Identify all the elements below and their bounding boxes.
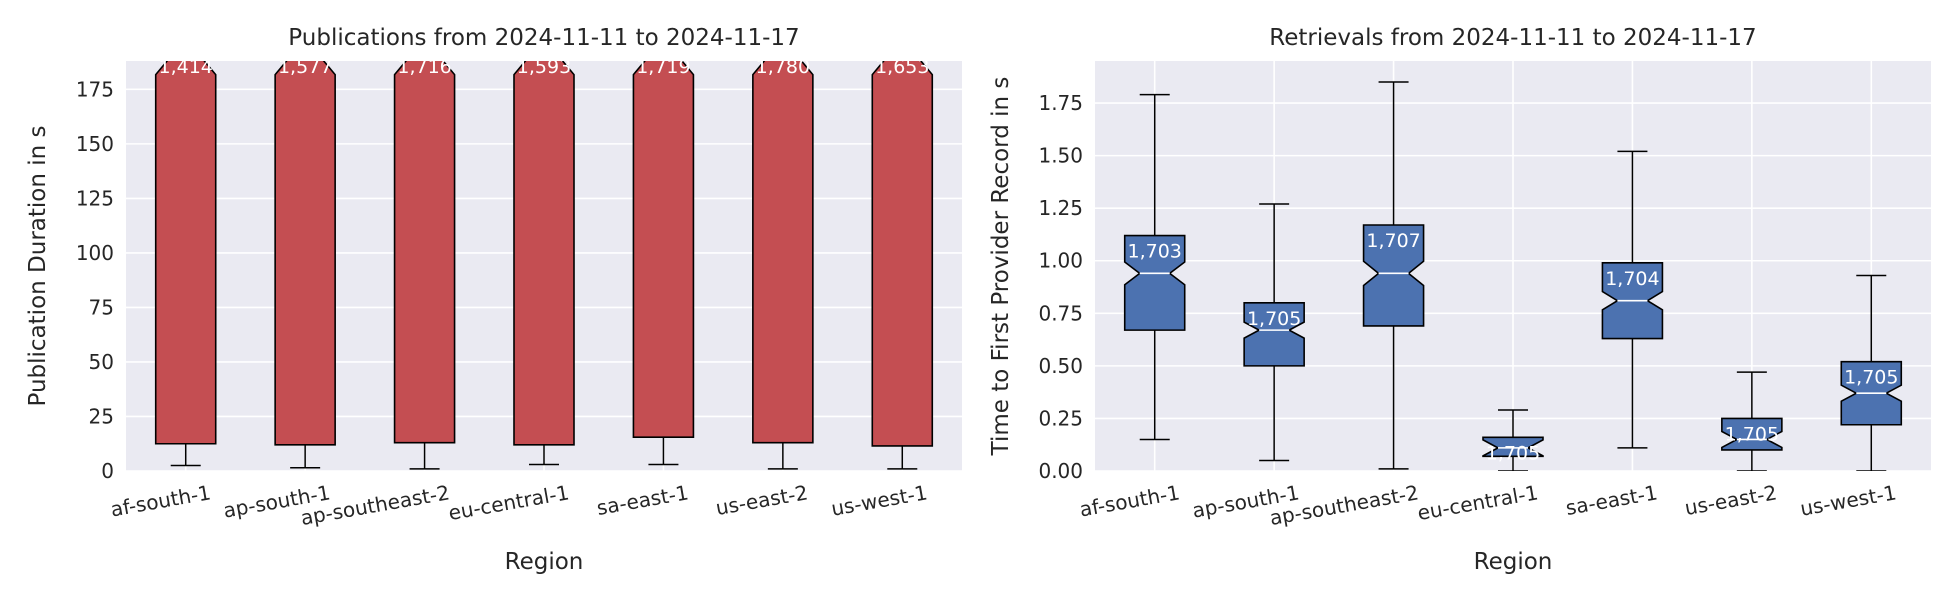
y-tick-labels-publications: 0 25 50 75 100 125 150 175 (76, 77, 114, 483)
y-tick-label: 75 (89, 295, 114, 319)
count-label: 1,705 (1725, 423, 1779, 445)
x-tick-label: us-west-1 (829, 480, 929, 521)
count-labels-publications: 1,414 1,577 1,716 1,593 1,719 1,780 1,653 (159, 56, 930, 78)
y-axis-label-publications: Publication Duration in s (25, 126, 51, 407)
x-tick-label: af-south-1 (1078, 480, 1182, 521)
count-label: 1,705 (1844, 367, 1898, 389)
chart-title-publications: Publications from 2024-11-11 to 2024-11-… (288, 25, 799, 51)
y-tick-label: 1.00 (1038, 249, 1083, 273)
y-tick-label: 150 (76, 132, 114, 156)
y-tick-label: 175 (76, 77, 114, 101)
count-label: 1,716 (397, 56, 451, 78)
box (1721, 417, 1783, 451)
box (154, 61, 217, 445)
x-tick-label: eu-central-1 (1416, 480, 1540, 525)
count-label: 1,653 (875, 56, 929, 78)
y-tick-label: 0 (101, 459, 114, 483)
count-label: 1,719 (636, 56, 690, 78)
box (632, 61, 695, 438)
x-tick-label: eu-central-1 (447, 480, 571, 525)
y-tick-label: 125 (76, 186, 114, 210)
chart-publications: 1,414 1,577 1,716 1,593 1,719 1,780 1,653 0 25 5… (25, 25, 962, 575)
y-tick-label: 0.25 (1038, 406, 1083, 430)
y-tick-label: 0.00 (1038, 459, 1083, 483)
box (1362, 224, 1425, 327)
y-tick-label: 25 (89, 404, 114, 428)
count-label: 1,577 (278, 56, 332, 78)
x-tick-label: us-west-1 (1798, 480, 1898, 521)
chart-title-retrievals: Retrievals from 2024-11-11 to 2024-11-17 (1269, 25, 1756, 51)
count-label: 1,703 (1128, 241, 1182, 263)
x-axis-label-publications: Region (505, 549, 584, 575)
box (871, 61, 934, 447)
count-label: 1,414 (159, 56, 213, 78)
y-tick-label: 1.75 (1038, 91, 1083, 115)
boxes-retrievals (1123, 81, 1903, 471)
x-tick-label: sa-east-1 (1564, 480, 1659, 520)
chart-retrievals: 1,703 1,705 1,707 1,705 1,704 1,705 1,705 0.00… (988, 25, 1931, 575)
x-tick-labels-retrievals: af-south-1 ap-south-1ap-southeast-2eu-cen… (1078, 480, 1898, 530)
x-tick-labels-publications: af-south-1 ap-south-1ap-southeast-2eu-cen… (109, 480, 929, 530)
box (752, 61, 814, 444)
boxes-publications (154, 61, 934, 470)
y-tick-label: 50 (89, 350, 114, 374)
y-tick-label: 1.25 (1038, 196, 1083, 220)
y-tick-label: 0.50 (1038, 354, 1083, 378)
y-axis-label-retrievals: Time to First Provider Record in s (988, 77, 1014, 457)
count-label: 1,705 (1247, 308, 1301, 330)
box (1243, 301, 1305, 367)
count-label: 1,704 (1605, 268, 1659, 290)
y-tick-labels-retrievals: 0.00 0.25 0.50 0.75 1.00 1.25 1.50 1.75 (1038, 91, 1083, 483)
x-tick-label: us-east-2 (1683, 480, 1779, 520)
box (1123, 234, 1186, 331)
x-tick-label: us-east-2 (714, 480, 810, 520)
box (1482, 436, 1544, 458)
box (513, 61, 575, 446)
box (393, 61, 456, 444)
count-labels-retrievals: 1,703 1,705 1,707 1,705 1,704 1,705 1,705 (1128, 230, 1899, 464)
count-label: 1,705 (1486, 442, 1540, 464)
box (274, 61, 336, 446)
x-axis-label-retrievals: Region (1474, 549, 1553, 575)
y-tick-label: 1.50 (1038, 144, 1083, 168)
y-tick-label: 0.75 (1038, 301, 1083, 325)
x-tick-label: af-south-1 (109, 480, 213, 521)
y-tick-label: 100 (76, 241, 114, 265)
x-tick-label: sa-east-1 (595, 480, 690, 520)
count-label: 1,593 (517, 56, 571, 78)
count-label: 1,707 (1366, 230, 1420, 252)
count-label: 1,780 (756, 56, 810, 78)
